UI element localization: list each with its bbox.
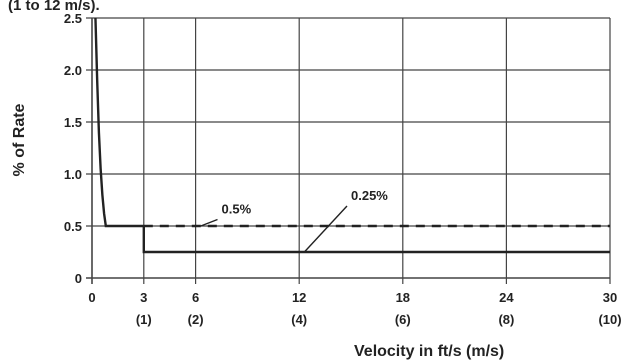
x-tick-sublabel: (10) <box>598 312 621 327</box>
x-tick-label: 24 <box>499 290 514 305</box>
tick-labels: 0 3 (1) 6 (2) 12 (4) 18 (6) 24 (8) 30 (10) 0 0.5 1.0 1.5… <box>64 11 622 327</box>
x-axis-title: Velocity in ft/s (m/s) <box>354 343 504 360</box>
y-tick-label: 0 <box>75 271 82 286</box>
y-axis-title: % of Rate <box>11 103 28 176</box>
y-tick-label: 2.0 <box>64 63 82 78</box>
annotation-label: 0.5% <box>222 202 252 217</box>
x-tick-sublabel: (1) <box>136 312 152 327</box>
x-tick-sublabel: (4) <box>291 312 307 327</box>
x-tick-sublabel: (6) <box>395 312 411 327</box>
annotation-leader <box>200 218 218 227</box>
grid <box>86 17 611 284</box>
x-tick-label: 0 <box>88 290 95 305</box>
x-tick-sublabel: (8) <box>498 312 514 327</box>
y-tick-label: 2.5 <box>64 11 82 26</box>
clipped-header-text: (1 to 12 m/s). <box>8 0 100 14</box>
annotation-label: 0.25% <box>351 188 388 203</box>
y-tick-label: 1.5 <box>64 115 82 130</box>
y-tick-label: 0.5 <box>64 219 82 234</box>
series-0.25pct <box>142 226 610 254</box>
x-tick-label: 3 <box>140 290 147 305</box>
x-tick-label: 6 <box>192 290 199 305</box>
annotation-leader <box>303 205 348 253</box>
x-tick-label: 12 <box>292 290 306 305</box>
annotation-layer: 0.5% 0.25% <box>200 188 388 253</box>
x-tick-label: 30 <box>603 290 617 305</box>
series-0.5pct-solid <box>94 17 144 228</box>
x-tick-sublabel: (2) <box>188 312 204 327</box>
series-layer <box>94 17 610 254</box>
y-tick-label: 1.0 <box>64 167 82 182</box>
x-tick-label: 18 <box>396 290 410 305</box>
